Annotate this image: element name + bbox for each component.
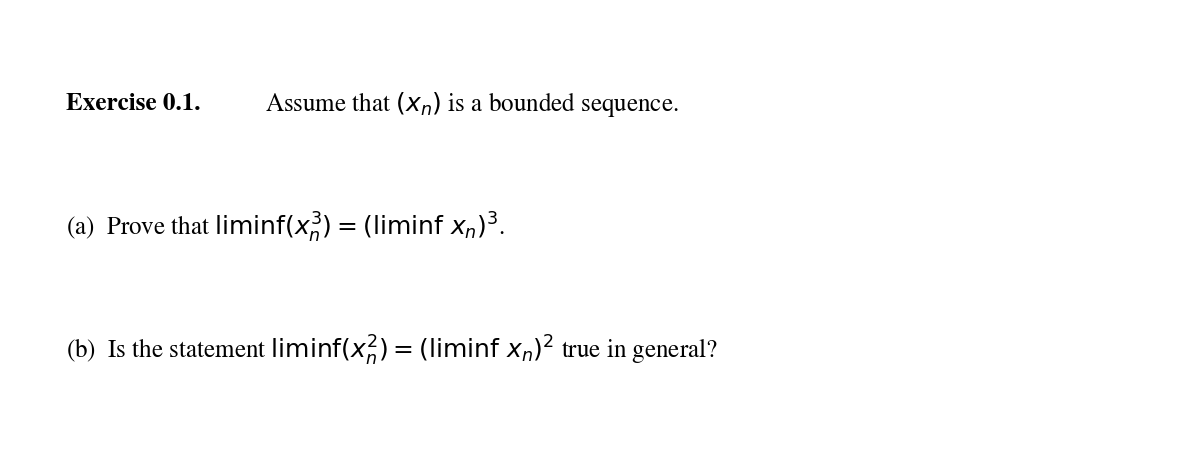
Text: Assume that $(x_n)$ is a bounded sequence.: Assume that $(x_n)$ is a bounded sequenc…	[240, 90, 679, 119]
Text: (b)  Is the statement $\lim\inf(x_n^2) = (\lim\inf\, x_n)^2$ true in general?: (b) Is the statement $\lim\inf(x_n^2) = …	[66, 334, 718, 368]
Text: Exercise 0.1.: Exercise 0.1.	[66, 93, 200, 115]
Text: (a)  Prove that $\lim\inf(x_n^3) = (\lim\inf\, x_n)^3$.: (a) Prove that $\lim\inf(x_n^3) = (\lim\…	[66, 210, 505, 245]
